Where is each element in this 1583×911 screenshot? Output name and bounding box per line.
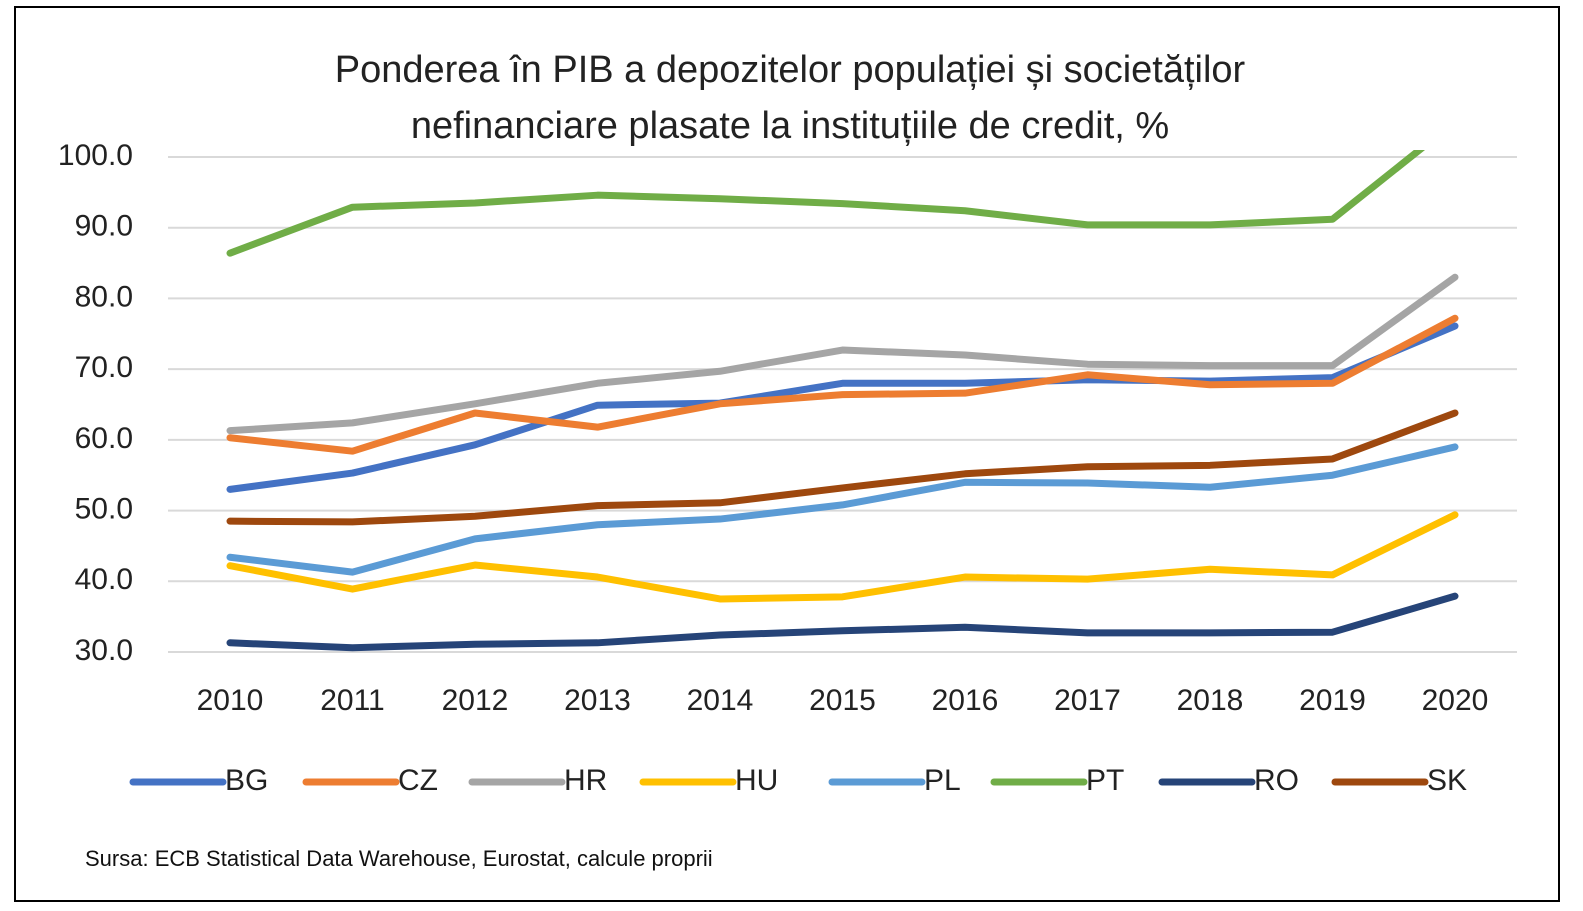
- x-tick-label: 2019: [1299, 684, 1366, 717]
- series-line: [226, 150, 1426, 257]
- y-tick-label: 70.0: [75, 351, 133, 384]
- legend-label: CZ: [398, 764, 438, 797]
- legend-label: RO: [1254, 764, 1299, 797]
- legend-label: BG: [225, 764, 268, 797]
- legend-label: PT: [1086, 764, 1124, 797]
- y-tick-label: 50.0: [75, 492, 133, 525]
- y-tick-label: 30.0: [75, 634, 133, 667]
- y-tick-label: 60.0: [75, 422, 133, 455]
- y-tick-label: 100.0: [58, 139, 133, 172]
- legend-label: PL: [924, 764, 961, 797]
- y-tick-label: 40.0: [75, 563, 133, 596]
- x-tick-label: 2011: [320, 684, 385, 717]
- series-line: [226, 592, 1459, 652]
- x-tick-label: 2012: [442, 684, 509, 717]
- x-tick-label: 2018: [1177, 684, 1244, 717]
- y-tick-label: 90.0: [75, 210, 133, 243]
- series-line: [226, 409, 1459, 526]
- x-tick-label: 2015: [809, 684, 876, 717]
- x-tick-label: 2013: [564, 684, 631, 717]
- series-line: [226, 322, 1459, 493]
- series-line: [226, 273, 1459, 435]
- source-note: Sursa: ECB Statistical Data Warehouse, E…: [85, 846, 713, 871]
- legend-label: HU: [735, 764, 778, 797]
- legend-label: SK: [1427, 764, 1467, 797]
- x-tick-label: 2017: [1054, 684, 1121, 717]
- legend-label: HR: [564, 764, 607, 797]
- series-line: [226, 511, 1459, 603]
- y-tick-label: 80.0: [75, 280, 133, 313]
- series-line: [226, 314, 1459, 455]
- x-tick-label: 2014: [687, 684, 754, 717]
- plot-area: [226, 150, 1459, 652]
- x-tick-label: 2020: [1422, 684, 1489, 717]
- series-line: [226, 443, 1459, 576]
- x-tick-label: 2016: [932, 684, 999, 717]
- chart-title: Ponderea în PIB a depozitelor populației…: [334, 49, 1246, 147]
- x-tick-label: 2010: [197, 684, 264, 717]
- chart-frame: [14, 6, 1560, 902]
